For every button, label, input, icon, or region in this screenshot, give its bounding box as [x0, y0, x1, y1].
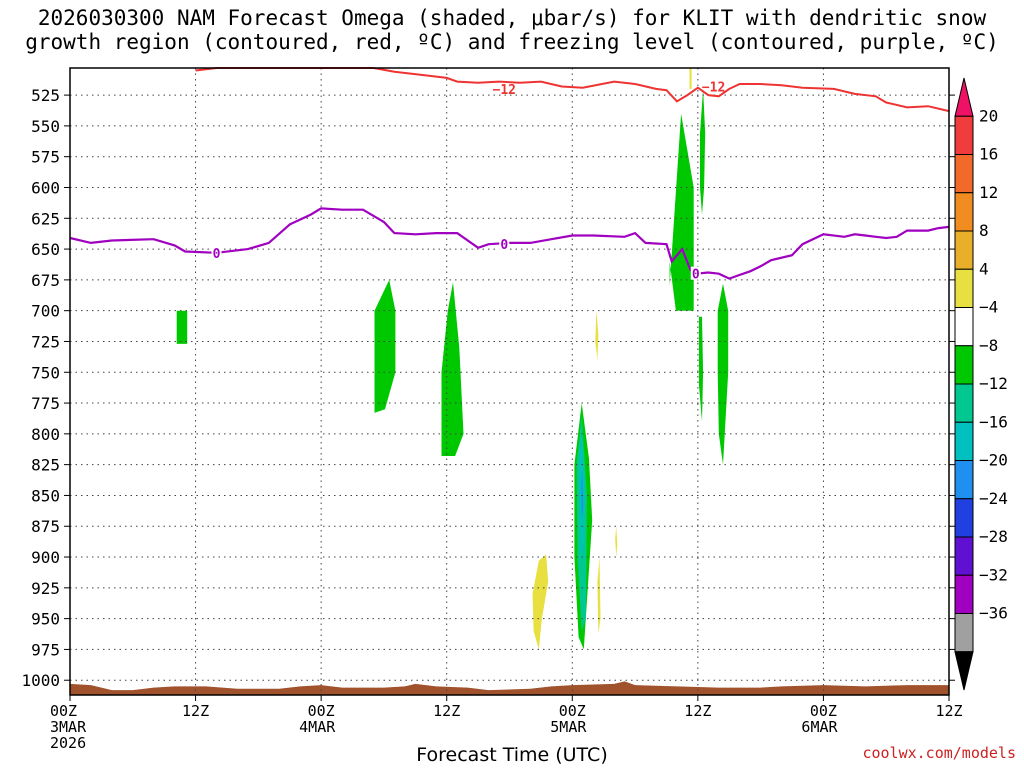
y-tick-label: 825 [31, 456, 60, 475]
dendritic-contour-label: −12 [493, 83, 516, 98]
colorbar-swatch [954, 154, 974, 194]
omega-region-11 [532, 554, 549, 650]
y-tick-label: 700 [31, 302, 60, 321]
x-tick-label: 2026 [50, 734, 86, 752]
omega-region-12 [595, 310, 599, 360]
freezing-level-label: 0 [213, 247, 221, 262]
colorbar-label: −8 [979, 336, 998, 355]
omega-region-2 [441, 282, 464, 456]
grid [69, 68, 950, 695]
colorbar-label: 12 [979, 183, 998, 202]
colorbar-swatch [954, 536, 974, 576]
y-tick-label: 550 [31, 117, 60, 136]
chart-title-line-2: growth region (contoured, red, ºC) and f… [25, 30, 999, 54]
colorbar-swatch [954, 574, 974, 614]
colorbar-swatch [954, 192, 974, 232]
x-tick-label: 00Z [810, 702, 837, 720]
colorbar-swatch [954, 230, 974, 270]
colorbar-label: −36 [979, 604, 1008, 623]
contours: −12 −12 0 0 0 [69, 67, 950, 283]
x-tick-label: 12Z [433, 702, 460, 720]
colorbar-swatch [954, 498, 974, 538]
y-tick-label: 900 [31, 548, 60, 567]
x-tick-label: 00Z [308, 702, 335, 720]
dendritic-contour-line [195, 67, 950, 113]
y-tick-label: 1000 [21, 671, 60, 690]
y-tick-label: 575 [31, 148, 60, 167]
freezing-level-label: 0 [500, 238, 508, 253]
colorbar-swatch [954, 421, 974, 461]
freezing-label-bg [211, 245, 222, 259]
colorbar: 20 16 12 8 4 −4 −8 −12 −16 −20 −24 −28 −32 −36 [954, 77, 1008, 691]
colorbar-label: −20 [979, 451, 1008, 470]
freezing-label-bg [499, 237, 510, 251]
colorbar-label: −12 [979, 374, 1008, 393]
y-tick-label: 625 [31, 209, 60, 228]
omega-region-3 [669, 113, 694, 311]
x-tick-label: 00Z [559, 702, 586, 720]
freezing-level-label: 0 [692, 268, 700, 283]
y-tick-label: 975 [31, 640, 60, 659]
y-tick-label: 800 [31, 425, 60, 444]
colorbar-label: −24 [979, 489, 1008, 508]
freezing-level-line [69, 207, 950, 280]
colorbar-label: 8 [979, 221, 989, 240]
colorbar-swatch [954, 115, 974, 155]
freezing-label-bg [690, 266, 701, 280]
y-tick-label: 600 [31, 178, 60, 197]
omega-region-0 [176, 310, 188, 344]
omega-region-14 [597, 557, 601, 634]
terrain-fill [70, 681, 949, 695]
omega-region-15 [689, 68, 692, 89]
colorbar-swatch [954, 268, 974, 308]
colorbar-label: −4 [979, 298, 998, 317]
colorbar-swatch [954, 613, 974, 653]
omega-region-4 [700, 88, 706, 215]
y-tick-label: 850 [31, 486, 60, 505]
x-tick-label: 00Z [50, 702, 77, 720]
colorbar-swatch [954, 460, 974, 500]
plot-frame [69, 67, 950, 696]
omega-region-6 [717, 283, 729, 465]
omega-region-13 [615, 526, 618, 557]
x-tick-label: 4MAR [299, 718, 336, 736]
y-tick-label: 750 [31, 363, 60, 382]
x-tick-label: 6MAR [801, 718, 838, 736]
y-tick-label: 775 [31, 394, 60, 413]
omega-shading [176, 68, 729, 650]
y-tick-label: 525 [31, 86, 60, 105]
colorbar-label: −16 [979, 412, 1008, 431]
y-tick-label: 950 [31, 610, 60, 629]
y-tick-label: 725 [31, 332, 60, 351]
colorbar-label: 20 [979, 106, 998, 125]
omega-region-5 [698, 316, 704, 422]
x-tick-label: 12Z [935, 702, 962, 720]
x-tick-label: 12Z [182, 702, 209, 720]
omega-region-1 [374, 279, 396, 413]
x-tick-label: 5MAR [550, 718, 587, 736]
colorbar-arrow-top [954, 77, 974, 117]
dendritic-contour-label: −12 [702, 80, 725, 95]
y-tick-label: 650 [31, 240, 60, 259]
colorbar-arrow-bottom [954, 651, 974, 691]
chart-title-line-1: 2026030300 NAM Forecast Omega (shaded, μ… [37, 6, 987, 30]
colorbar-swatch [954, 345, 974, 385]
colorbar-label: −28 [979, 527, 1008, 546]
colorbar-label: −32 [979, 565, 1008, 584]
x-axis-label: Forecast Time (UTC) [416, 744, 608, 766]
x-tick-label: 3MAR [50, 718, 87, 736]
colorbar-label: 16 [979, 145, 998, 164]
y-axis-ticks: 525 550 575 600 625 650 675 700 725 750 775 800 825 8… [21, 86, 955, 690]
y-tick-label: 875 [31, 517, 60, 536]
colorbar-swatch [954, 383, 974, 423]
x-tick-label: 12Z [684, 702, 711, 720]
colorbar-label: 4 [979, 259, 989, 278]
credit-link[interactable]: coolwx.com/models [862, 744, 1016, 762]
y-tick-label: 925 [31, 579, 60, 598]
y-tick-label: 675 [31, 271, 60, 290]
terrain-surface [70, 681, 949, 695]
colorbar-swatch [954, 307, 974, 347]
